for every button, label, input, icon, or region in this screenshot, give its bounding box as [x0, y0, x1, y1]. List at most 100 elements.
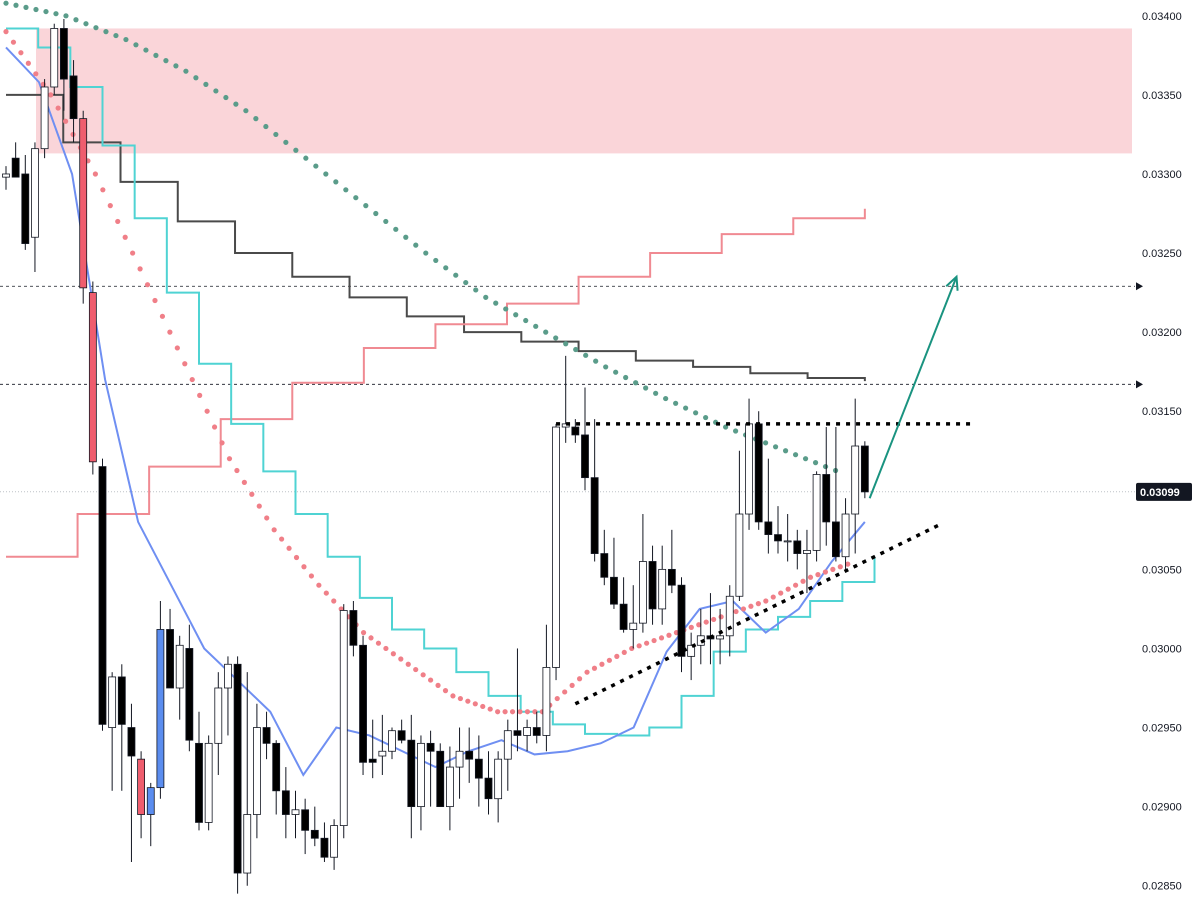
candle[interactable]: [648, 545, 657, 625]
candle[interactable]: [252, 703, 261, 839]
candle[interactable]: [532, 711, 541, 744]
teal-dots-curve-dot: [393, 226, 399, 232]
candle[interactable]: [21, 154, 30, 250]
candle-body: [388, 730, 396, 752]
candle[interactable]: [832, 427, 840, 562]
candle[interactable]: [233, 656, 242, 894]
candle[interactable]: [195, 711, 203, 831]
candle[interactable]: [658, 545, 667, 625]
candle[interactable]: [127, 703, 136, 862]
candle[interactable]: [320, 822, 329, 862]
candle-body: [79, 118, 88, 289]
candle[interactable]: [339, 604, 348, 839]
candle[interactable]: [793, 529, 802, 570]
candle[interactable]: [146, 782, 155, 847]
candle[interactable]: [224, 656, 232, 736]
support-dotted-line[interactable]: [574, 521, 943, 706]
candle[interactable]: [98, 458, 107, 731]
candle[interactable]: [812, 471, 821, 562]
candle[interactable]: [426, 730, 435, 807]
candle[interactable]: [687, 632, 696, 681]
candle[interactable]: [281, 767, 290, 839]
candle[interactable]: [523, 719, 531, 752]
candle[interactable]: [50, 23, 59, 95]
candle[interactable]: [851, 398, 860, 554]
candle[interactable]: [639, 514, 647, 633]
candle[interactable]: [108, 672, 117, 791]
candle[interactable]: [735, 450, 744, 602]
candle[interactable]: [590, 419, 599, 562]
candle[interactable]: [243, 672, 252, 886]
candle[interactable]: [503, 719, 512, 791]
candle[interactable]: [388, 727, 396, 760]
candle[interactable]: [69, 60, 78, 143]
teal-dots-curve-dot: [733, 428, 739, 434]
candle-body: [368, 758, 377, 763]
candle[interactable]: [764, 458, 773, 554]
candle[interactable]: [137, 751, 146, 839]
candle[interactable]: [79, 110, 88, 304]
candle[interactable]: [774, 506, 782, 554]
candle[interactable]: [185, 624, 194, 752]
candle[interactable]: [117, 664, 126, 791]
candle[interactable]: [600, 529, 609, 586]
candle[interactable]: [542, 624, 551, 752]
candle[interactable]: [214, 672, 223, 775]
candle[interactable]: [841, 498, 850, 570]
teal-dots-curve-dot: [473, 287, 479, 293]
candle[interactable]: [175, 635, 184, 720]
candle[interactable]: [629, 585, 638, 649]
candle[interactable]: [368, 719, 377, 779]
candle[interactable]: [552, 423, 560, 681]
red-dots-curve-dot: [115, 218, 121, 225]
candle[interactable]: [262, 711, 271, 760]
candle[interactable]: [11, 142, 20, 178]
candle[interactable]: [581, 387, 589, 491]
candle[interactable]: [474, 735, 483, 807]
candle[interactable]: [436, 743, 445, 808]
candle[interactable]: [291, 790, 300, 839]
candle[interactable]: [725, 585, 734, 657]
teal-dots-curve-dot: [792, 452, 799, 458]
candle[interactable]: [310, 806, 319, 847]
candle[interactable]: [330, 819, 339, 870]
candle[interactable]: [513, 648, 522, 752]
candle[interactable]: [619, 577, 628, 633]
candle[interactable]: [156, 601, 165, 799]
candle[interactable]: [465, 727, 474, 783]
candle[interactable]: [783, 514, 792, 562]
candle[interactable]: [754, 411, 763, 530]
candle[interactable]: [88, 281, 97, 475]
candle[interactable]: [677, 577, 686, 673]
candle[interactable]: [31, 142, 39, 273]
candle[interactable]: [417, 735, 425, 831]
bullish-arrow[interactable]: [868, 276, 958, 499]
candle[interactable]: [166, 608, 174, 689]
candle[interactable]: [2, 166, 10, 190]
red-dots-curve-dot: [576, 676, 583, 682]
candle[interactable]: [860, 441, 869, 499]
candle[interactable]: [349, 601, 358, 657]
candle[interactable]: [378, 714, 387, 775]
candle[interactable]: [716, 608, 724, 665]
candle[interactable]: [484, 751, 493, 815]
candle[interactable]: [667, 529, 676, 594]
candle[interactable]: [359, 635, 367, 775]
moving-average-pink-line: [6, 208, 866, 558]
candle[interactable]: [610, 537, 618, 609]
red-dots-curve-dot: [3, 29, 9, 35]
candle[interactable]: [445, 746, 454, 831]
candle[interactable]: [397, 719, 406, 744]
candle[interactable]: [571, 419, 580, 443]
candle[interactable]: [60, 18, 68, 111]
candle[interactable]: [204, 735, 213, 831]
candle[interactable]: [40, 79, 49, 159]
candle[interactable]: [494, 751, 503, 823]
candle[interactable]: [822, 427, 831, 546]
candle[interactable]: [803, 529, 811, 594]
candle[interactable]: [455, 727, 464, 799]
candle[interactable]: [407, 714, 416, 839]
candle[interactable]: [272, 740, 281, 815]
candle[interactable]: [301, 798, 310, 855]
